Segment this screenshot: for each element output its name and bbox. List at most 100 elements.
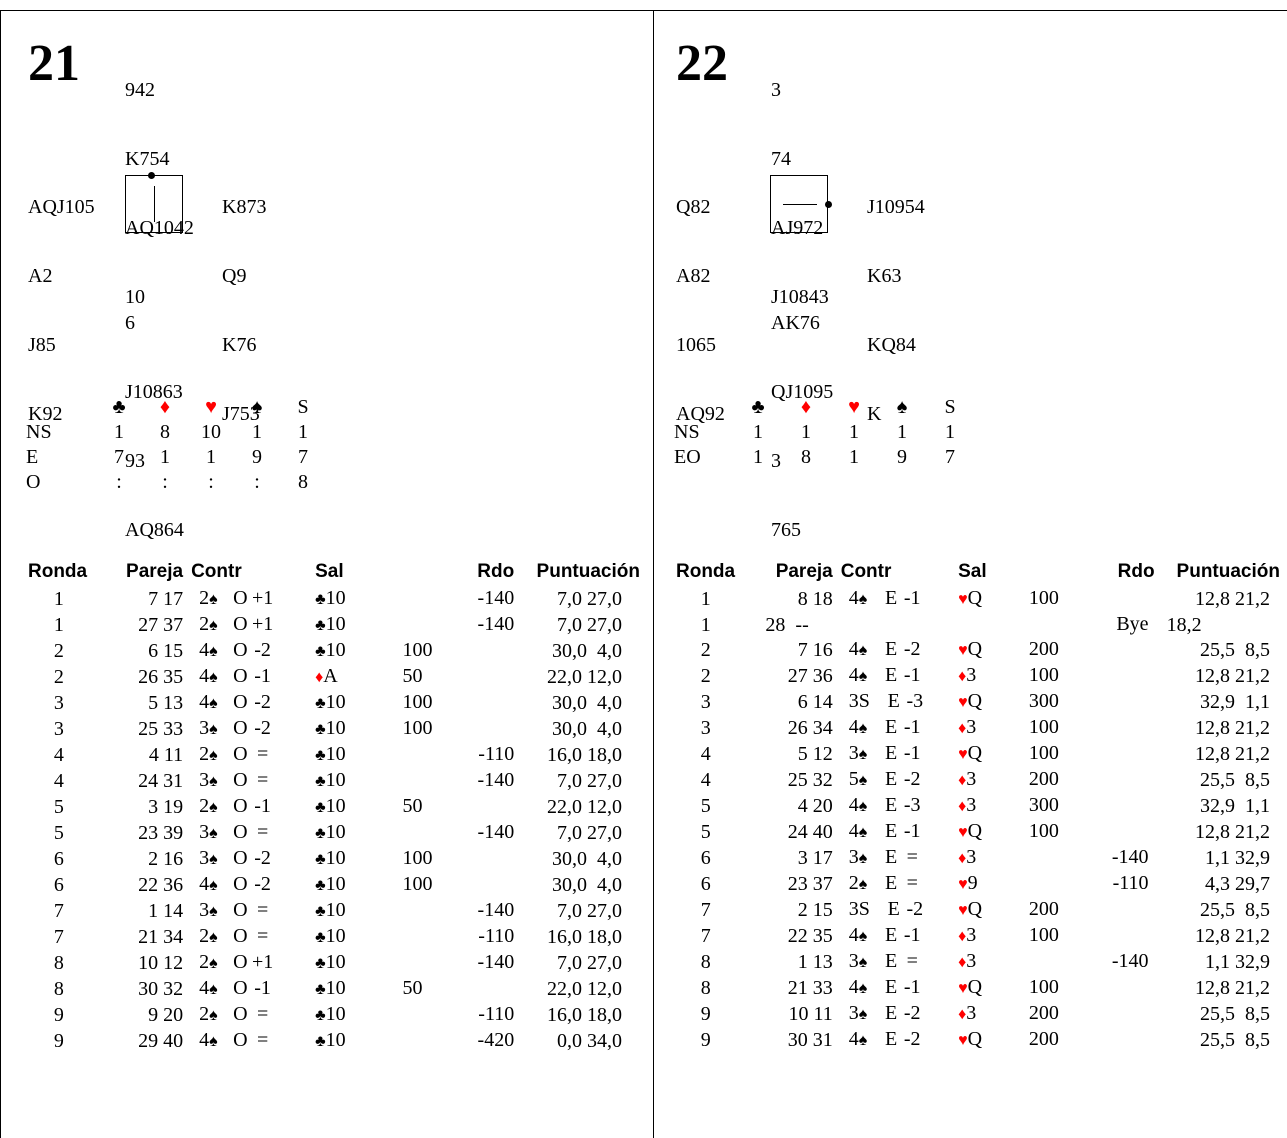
ronda-cell: 4 (53, 770, 64, 792)
pareja-cell: 7 16 (797, 639, 833, 662)
rdo-ns: 100 (1028, 820, 1059, 843)
contract-level: 4 (848, 587, 859, 609)
contract-result: = (906, 872, 918, 895)
rdo-ns: 100 (402, 691, 433, 713)
lead-card: Q (967, 690, 983, 713)
lead-card: 10 (325, 977, 346, 999)
south-spades: AK76 (771, 312, 820, 334)
pareja-cell: 26 34 (787, 717, 833, 740)
pareja-cell: 10 11 (788, 1003, 833, 1026)
west-spades: Q82 (676, 196, 711, 218)
declarer: E (885, 716, 898, 739)
pareja-cell: 2 15 (797, 899, 833, 922)
rdo-ew: -140 (477, 769, 515, 791)
rdo-cell: 50 (388, 794, 514, 820)
rdo-cell: Bye (1023, 612, 1155, 637)
contract-level: 4 (199, 977, 210, 999)
declarer: E (885, 587, 898, 609)
rdo-ew: Bye (1116, 613, 1149, 635)
rdo-cell: 300 (1023, 793, 1155, 819)
table-row: 4 25 32 5♠ E -2 ♦3 200 25,5 8,5 (676, 767, 1280, 793)
lead-card: 3 (966, 664, 977, 687)
table-row: 3 25 33 3♠ O -2 ♣10 100 30,0 4,0 (28, 716, 640, 742)
hearts-icon: ♥ (205, 396, 217, 418)
spades-icon: ♠ (209, 695, 218, 712)
col-pareja: Pareja (126, 560, 184, 582)
contract-result: -1 (254, 977, 271, 999)
table-row: 6 23 37 2♠ E = ♥9 -110 4,3 29,7 (676, 871, 1280, 897)
rdo-cell: 100 (1023, 586, 1155, 612)
declarer: O (233, 925, 248, 947)
rdo-cell: -110 (388, 924, 514, 950)
contract-result: -1 (903, 742, 921, 765)
vulnerability-bar (783, 204, 817, 205)
rdo-cell: -140 (388, 898, 515, 924)
score-cell: 22,0 12,0 (547, 666, 622, 688)
lead-cell: ♦3 (958, 949, 1023, 975)
lead-cell: ♣10 (315, 950, 388, 976)
spades-icon: ♠ (858, 798, 868, 816)
spades-icon: ♠ (209, 721, 218, 738)
contract-result: -2 (903, 768, 921, 791)
contract-level: 5 (848, 768, 859, 791)
contract-level: 4 (848, 820, 859, 843)
declarer: O (233, 613, 248, 635)
ronda-cell: 4 (53, 744, 64, 766)
tricks-row: NS 1 8 10 1 1 (26, 420, 326, 445)
rdo-ns: 100 (1028, 976, 1059, 999)
rdo-cell: -110 (1023, 871, 1155, 897)
lead-cell: ♦3 (958, 767, 1023, 793)
rdo-cell: 100 (388, 846, 514, 872)
tricks-value: 7 (298, 446, 308, 468)
ronda-cell: 4 (700, 769, 711, 792)
table-row: 7 1 14 3♠ O = ♣10 -140 7,0 27,0 (28, 898, 640, 924)
tricks-value: 9 (897, 446, 907, 468)
clubs-icon: ♣ (315, 695, 326, 712)
hearts-icon: ♥ (958, 1032, 968, 1050)
tricks-table: ♣ ♦ ♥ ♠ S NS 1 8 10 1 1 E 7 1 1 9 7 O::::8 (26, 395, 326, 495)
tricks-row-label: EO (674, 446, 701, 468)
rdo-cell: 100 (1023, 923, 1155, 949)
tricks-value: 1 (897, 421, 907, 443)
spades-icon: ♠ (209, 825, 218, 842)
spades-icon: ♠ (209, 747, 218, 764)
contract-level: 3 (848, 1002, 859, 1025)
ronda-cell: 7 (700, 899, 711, 922)
north-hearts: K754 (125, 148, 170, 170)
contract-level: 2 (848, 872, 859, 895)
rdo-ew: -140 (1111, 950, 1149, 973)
pareja-cell: 2 16 (148, 848, 184, 870)
clubs-icon: ♣ (315, 773, 326, 790)
contract-result: +1 (251, 587, 274, 609)
contract-cell: 3♠ O = (183, 898, 315, 924)
declarer: E (885, 872, 898, 895)
declarer: O (233, 951, 248, 973)
rdo-cell: 50 (388, 976, 514, 1002)
diamonds-icon: ♦ (958, 928, 967, 946)
declarer: E (885, 768, 898, 791)
spades-icon: ♠ (209, 981, 218, 998)
score-cell: 30,0 4,0 (552, 874, 622, 896)
score-cell: 25,5 8,5 (1200, 1029, 1270, 1052)
rdo-ew: -140 (477, 587, 515, 609)
ronda-cell: 1 (700, 613, 711, 636)
score-cell: 7,0 27,0 (557, 900, 622, 922)
clubs-icon: ♣ (315, 799, 326, 816)
east-diamonds: K76 (222, 334, 257, 356)
west-clubs: AQ92 (676, 403, 725, 425)
lead-cell: ♥Q (958, 637, 1023, 663)
spades-icon: ♠ (858, 954, 868, 972)
north-spades: 942 (125, 79, 155, 101)
score-cell: 30,0 4,0 (552, 718, 622, 740)
west-hand: Q82 A82 1065 AQ92 (676, 150, 725, 472)
ronda-cell: 3 (53, 718, 64, 740)
ronda-cell: 6 (53, 848, 64, 870)
spades-icon: ♠ (209, 799, 218, 816)
lead-cell: ♣10 (315, 872, 388, 898)
ronda-cell: 5 (53, 796, 64, 818)
clubs-icon: ♣ (751, 396, 765, 418)
contract-cell: 4♠ E -2 (833, 1027, 958, 1053)
pareja-cell: 23 39 (138, 822, 184, 844)
hearts-icon: ♥ (958, 824, 968, 842)
ronda-cell: 9 (53, 1004, 64, 1026)
